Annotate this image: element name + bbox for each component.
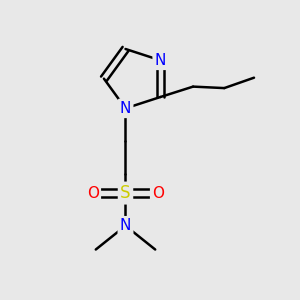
Text: N: N: [120, 218, 131, 233]
Text: O: O: [152, 186, 164, 201]
Text: S: S: [120, 184, 131, 202]
Text: O: O: [87, 186, 99, 201]
Text: N: N: [120, 101, 131, 116]
Text: N: N: [155, 53, 166, 68]
